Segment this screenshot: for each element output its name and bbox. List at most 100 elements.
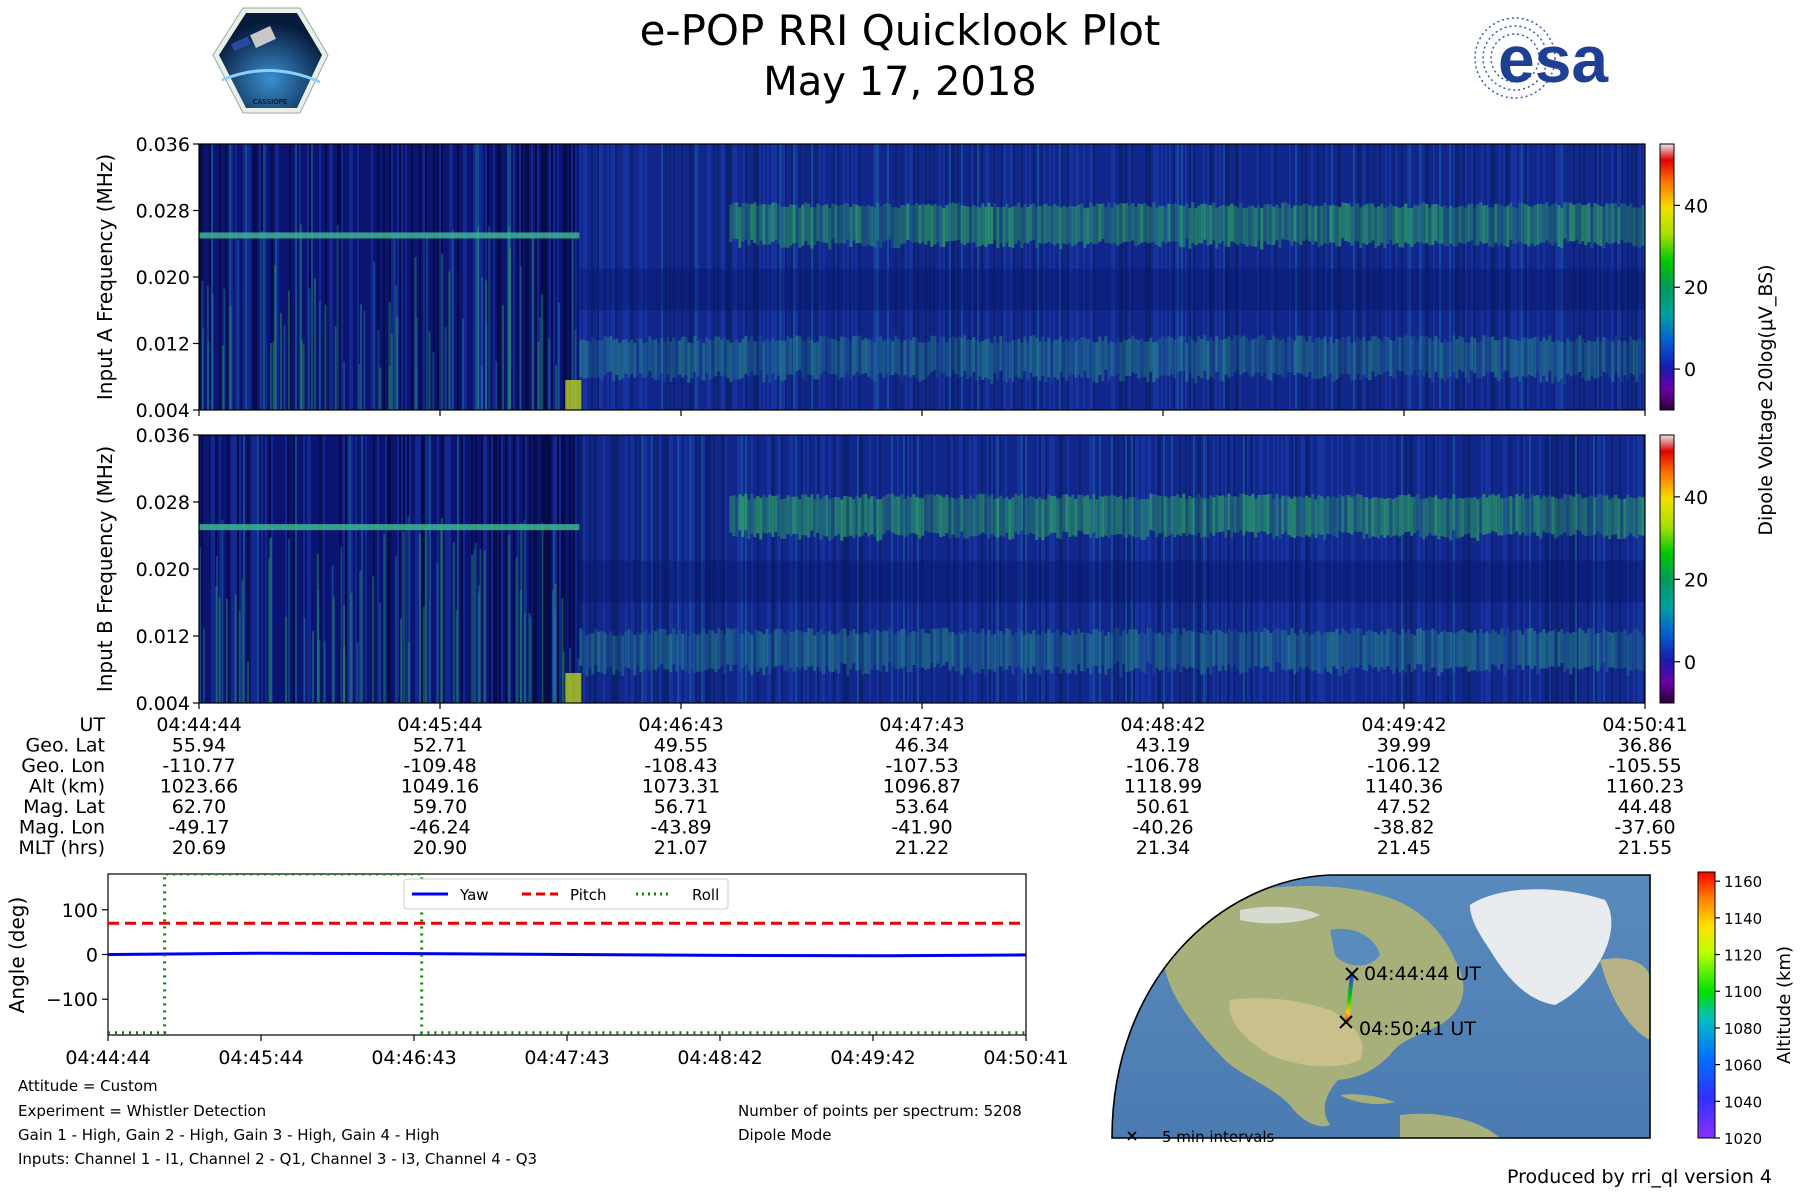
altitude-tick-label: 1020	[1724, 1130, 1762, 1148]
ephemeris-cell: 1140.36	[1365, 776, 1444, 798]
attitude-ytick-label: 100	[62, 900, 98, 922]
ephemeris-row-label: Mag. Lat	[23, 796, 105, 818]
ytick-label: 0.012	[136, 334, 190, 356]
altitude-tick-label: 1100	[1724, 983, 1762, 1001]
colorbar-label: Dipole Voltage 20log(μV_BS)	[1755, 264, 1777, 535]
ytick-label: 0.036	[136, 425, 190, 447]
spectrogram-b: 0.004 0.012 0.020 0.028 0.036 Input B Freque…	[93, 425, 1646, 715]
ephemeris-cell: -43.89	[650, 817, 711, 839]
cassiope-logo-text: CASSIOPE	[253, 98, 288, 106]
orbit-map: 04:44:44 UT 04:50:41 UT 5 min intervals	[1111, 874, 1651, 1146]
attitude-xtick-label: 04:44:44	[65, 1047, 150, 1069]
spectrogram-a: 0.004 0.012 0.020 0.028 0.036 Input A Freque…	[93, 134, 1646, 422]
colorbar-tick-label: 40	[1684, 195, 1708, 217]
ephemeris-cell: -109.48	[403, 755, 476, 777]
ephemeris-cell: 21.55	[1618, 837, 1672, 859]
attitude-ytick-label: −100	[46, 989, 98, 1011]
ephemeris-cell: -49.17	[168, 817, 229, 839]
greenland-shape	[1470, 889, 1612, 1005]
attitude-ylabel: Angle (deg)	[5, 897, 29, 1014]
ephemeris-cell: 1096.87	[883, 776, 962, 798]
ephemeris-row-label: UT	[79, 714, 105, 736]
spectrogram-a-ylabel: Input A Frequency (MHz)	[93, 154, 117, 400]
page-title: e-POP RRI Quicklook Plot	[640, 6, 1161, 55]
ephemeris-cell: 1023.66	[160, 776, 239, 798]
ephemeris-cell: 21.07	[654, 837, 708, 859]
colorbar-tick-label: 0	[1684, 652, 1696, 674]
ephemeris-cell: 04:44:44	[156, 714, 241, 736]
colorbar-tick-label: 40	[1684, 487, 1708, 509]
ytick-label: 0.028	[136, 492, 190, 514]
colorbar-tick-label: 0	[1684, 359, 1696, 381]
ephemeris-cell: 55.94	[172, 735, 226, 757]
ephemeris-row-label: Alt (km)	[29, 776, 105, 798]
ephemeris-cell: -41.90	[891, 817, 952, 839]
ephemeris-cell: -110.77	[162, 755, 235, 777]
ephemeris-cell: -40.26	[1132, 817, 1193, 839]
ytick-label: 0.020	[136, 267, 190, 289]
ephemeris-cell: 04:48:42	[1120, 714, 1205, 736]
ephemeris-cell: -106.78	[1126, 755, 1199, 777]
attitude-xtick-label: 04:45:44	[218, 1047, 303, 1069]
ephemeris-cell: 1049.16	[401, 776, 480, 798]
ephemeris-cell: 04:50:41	[1602, 714, 1687, 736]
attitude-xtick-label: 04:47:43	[524, 1047, 609, 1069]
ephemeris-cell: -38.82	[1373, 817, 1434, 839]
altitude-tick-label: 1160	[1724, 873, 1762, 891]
orbit-end-marker	[1339, 1015, 1353, 1029]
altitude-tick-label: 1040	[1724, 1093, 1762, 1111]
attitude-legend: Yaw Pitch Roll	[403, 878, 729, 910]
ephemeris-cell: -105.55	[1608, 755, 1681, 777]
ephemeris-cell: 1118.99	[1124, 776, 1203, 798]
attitude-series-yaw	[108, 951, 1026, 958]
esa-logo-text: esa	[1498, 22, 1609, 96]
ephemeris-cell: 04:46:43	[638, 714, 723, 736]
ytick-label: 0.028	[136, 201, 190, 223]
spectrogram-colorbar-a: 0 20 40	[1659, 143, 1708, 411]
ytick-label: 0.004	[136, 693, 190, 715]
ephemeris-cell: 43.19	[1136, 735, 1190, 757]
attitude-xtick-label: 04:46:43	[371, 1047, 456, 1069]
orbit-start-label: 04:44:44 UT	[1364, 963, 1481, 985]
ephemeris-cell: 04:49:42	[1361, 714, 1446, 736]
ytick-label: 0.004	[136, 400, 190, 422]
ephemeris-row-label: Mag. Lon	[19, 817, 105, 839]
altitude-tick-label: 1080	[1724, 1020, 1762, 1038]
ytick-label: 0.036	[136, 134, 190, 156]
orbit-start-marker	[1345, 967, 1359, 981]
ephemeris-cell: 47.52	[1377, 796, 1431, 818]
attitude-info: Attitude = Custom	[18, 1077, 158, 1095]
spectrogram-a-image	[199, 144, 1645, 410]
spectrogram-b-ylabel: Input B Frequency (MHz)	[93, 446, 117, 692]
ephemeris-row-label: Geo. Lat	[26, 735, 105, 757]
ephemeris-cell: 21.34	[1136, 837, 1190, 859]
spectrogram-b-image	[199, 435, 1645, 703]
ephemeris-row-label: Geo. Lon	[21, 755, 105, 777]
ephemeris-cell: 44.48	[1618, 796, 1672, 818]
ephemeris-cell: 50.61	[1136, 796, 1190, 818]
ephemeris-cell: 59.70	[413, 796, 467, 818]
mode-info: Dipole Mode	[738, 1126, 831, 1144]
altitude-colorbar: 1020 1040 1060 1080 1100 1120 1140 1160 Altitud…	[1697, 871, 1795, 1148]
attitude-plot: 100 0 −100 04:44:44 04:45:44 04:46:43 04:47:43…	[5, 873, 1069, 1069]
orbit-end-label: 04:50:41 UT	[1359, 1018, 1476, 1040]
ephemeris-cell: 36.86	[1618, 735, 1672, 757]
ephemeris-cell: -106.12	[1367, 755, 1440, 777]
ephemeris-cell: 20.90	[413, 837, 467, 859]
ephemeris-cell: 46.34	[895, 735, 949, 757]
ephemeris-cell: 04:45:44	[397, 714, 482, 736]
ytick-label: 0.020	[136, 559, 190, 581]
altitude-colorbar-label: Altitude (km)	[1774, 946, 1795, 1064]
altitude-tick-label: 1120	[1724, 947, 1762, 965]
attitude-xtick-label: 04:50:41	[983, 1047, 1068, 1069]
run-info: Attitude = Custom Experiment = Whistler …	[18, 1077, 1022, 1168]
cassiope-logo: CASSIOPE	[212, 7, 329, 114]
ytick-label: 0.012	[136, 626, 190, 648]
ephemeris-row-label: MLT (hrs)	[18, 837, 105, 859]
ephemeris-cell: 1160.23	[1606, 776, 1685, 798]
ephemeris-cell: 21.22	[895, 837, 949, 859]
experiment-info: Experiment = Whistler Detection	[18, 1102, 266, 1120]
points-info: Number of points per spectrum: 5208	[738, 1102, 1022, 1120]
